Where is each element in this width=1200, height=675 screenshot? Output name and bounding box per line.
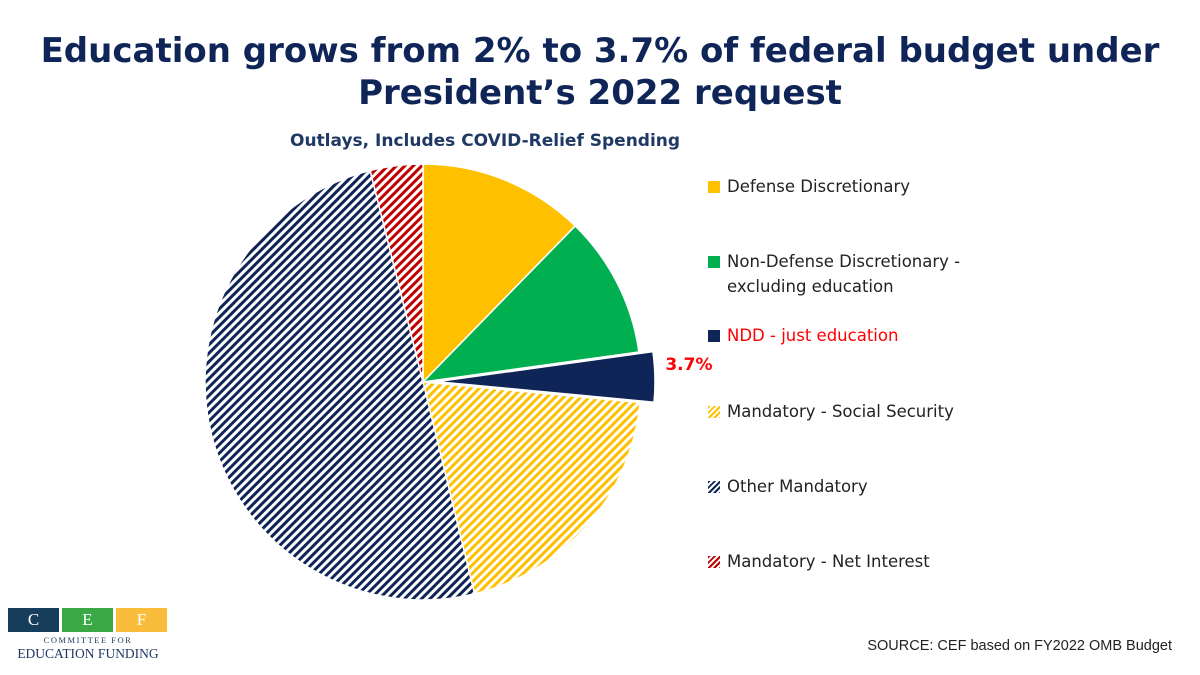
source-note: SOURCE: CEF based on FY2022 OMB Budget [867,638,1172,654]
pie-slice-defense-discretionary [422,163,577,384]
legend-label: NDD - just education [727,326,899,345]
pie-slice-ndd-just-education [436,350,656,404]
logo-line-2: EDUCATION FUNDING [17,646,159,661]
chart-subtitle: Outlays, Includes COVID-Relief Spending [290,131,681,151]
title-line-1: Education grows from 2% to 3.7% of feder… [40,31,1160,71]
legend-swatch [708,406,720,418]
pie-slice-mandatory-social-security [422,381,641,595]
pie-slice-other-mandatory [204,169,476,601]
legend-label: Mandatory - Social Security [727,402,954,421]
logo-line-1: COMMITTEE FOR [43,635,133,645]
legend-label: Defense Discretionary [727,177,911,196]
legend-swatch [708,481,720,493]
pie-data-labels: 3.7% [665,355,712,375]
legend-swatch [708,256,720,268]
pie-slice-mandatory-net-interest [369,163,424,383]
logo-letter-e: E [62,608,113,632]
data-label-ndd-just-education: 3.7% [665,355,712,375]
logo-letter-c: C [8,608,59,632]
pie-slice-non-defense-discretionary-excluding-education [420,224,640,384]
title-line-2: President’s 2022 request [358,73,842,113]
legend-label: Mandatory - Net Interest [727,552,930,571]
logo-letter-f: F [116,608,167,632]
chart-title: Education grows from 2% to 3.7% of feder… [0,30,1200,114]
legend-swatch [708,330,720,342]
legend-label: Other Mandatory [727,477,868,496]
legend-label: Non-Defense Discretionary - excluding ed… [727,252,961,296]
legend-swatch [708,181,720,193]
legend-swatch [708,556,720,568]
pie-slices [204,163,656,601]
